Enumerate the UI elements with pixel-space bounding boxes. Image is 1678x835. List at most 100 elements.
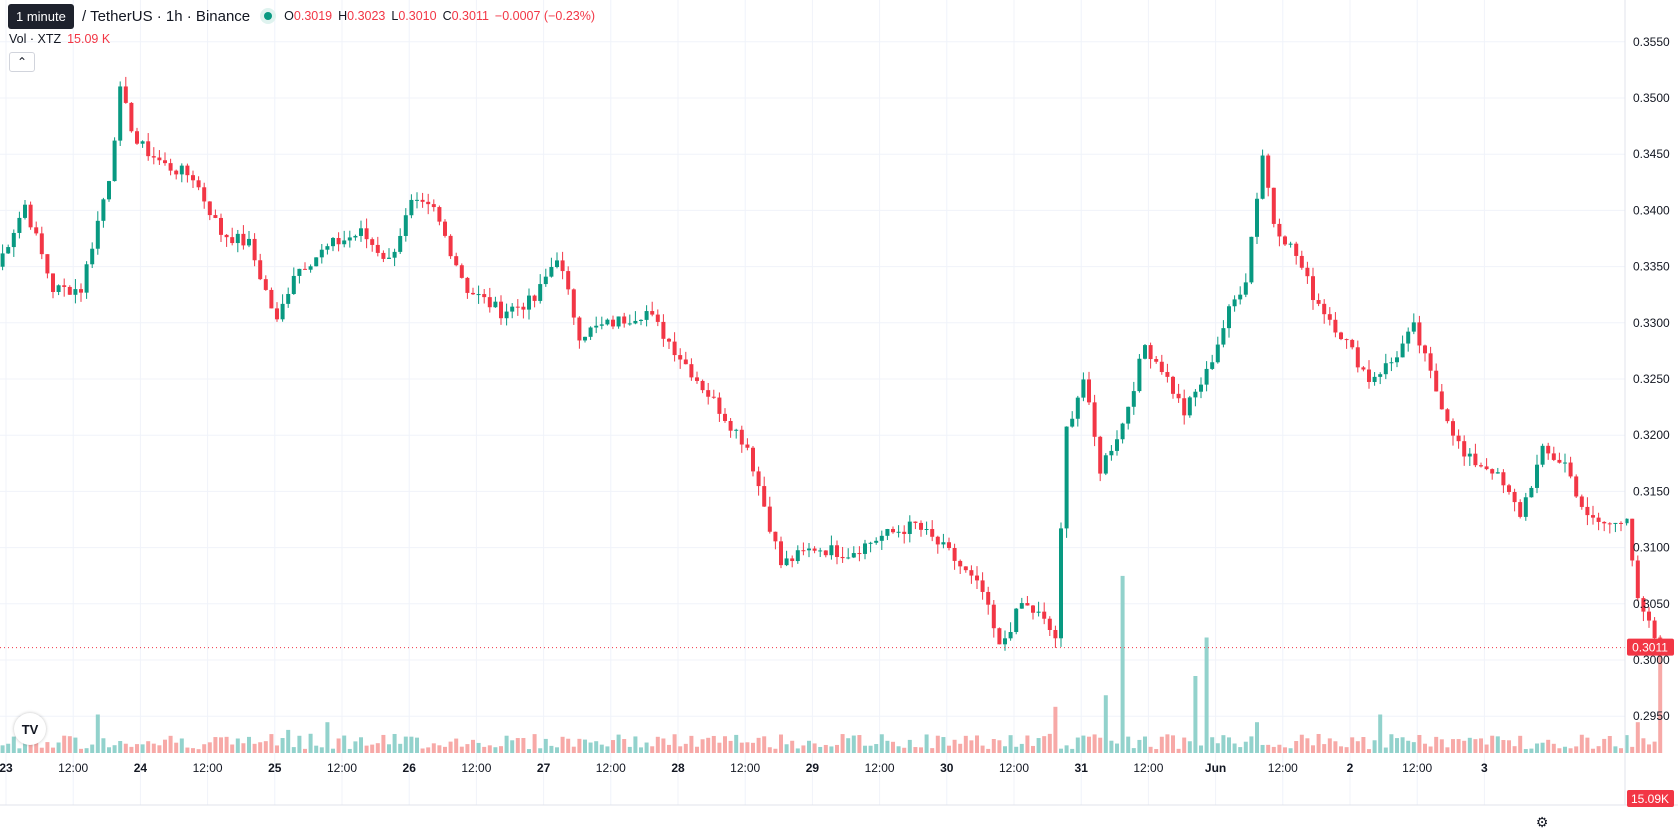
price-axis[interactable]: 0.2950 0.3000 0.3050 0.3100 0.3150 0.3200 0.32… <box>1633 35 1670 723</box>
volume-bar <box>1579 734 1584 753</box>
candle-body <box>975 575 979 581</box>
tradingview-logo[interactable]: TV <box>14 713 46 745</box>
volume-bar <box>241 743 246 753</box>
volume-bar <box>1395 738 1399 753</box>
time-tick-label: 3 <box>1481 761 1488 775</box>
volume-bar <box>213 737 218 753</box>
candle-body <box>1479 465 1483 467</box>
market-status-icon[interactable] <box>260 8 277 24</box>
volume-bar <box>364 745 369 753</box>
candle-body <box>1591 515 1595 518</box>
time-axis[interactable]: 23 12:00 24 12:00 25 12:00 26 12:00 27 12:00 28 12:… <box>0 761 1488 775</box>
candle-body <box>1193 391 1198 398</box>
volume-bar <box>510 740 515 753</box>
candle-body <box>896 531 901 533</box>
volume-bar <box>1635 722 1640 753</box>
volume-bar <box>398 743 403 753</box>
volume-bar <box>1439 739 1444 753</box>
candle-body <box>493 301 498 308</box>
volume-bar <box>17 748 22 753</box>
volume-bar <box>1148 746 1153 753</box>
volume-bar <box>991 739 996 753</box>
gear-icon[interactable]: ⚙ <box>1535 814 1549 830</box>
candle-body <box>1221 328 1226 345</box>
candle-body <box>835 545 839 557</box>
volume-bar <box>207 742 212 753</box>
candle-body <box>935 536 940 545</box>
volume-bar <box>1288 748 1293 753</box>
interval-tooltip: 1 minute <box>8 4 74 29</box>
candle-body <box>6 247 11 254</box>
candle-body <box>1294 243 1299 256</box>
candle-body <box>969 570 974 576</box>
candle-body <box>157 157 162 161</box>
volume-bar <box>1075 737 1080 753</box>
candle-body <box>1092 402 1097 437</box>
volume-bar <box>1512 746 1517 753</box>
symbol-title[interactable]: / TetherUS · 1h · Binance <box>82 7 251 25</box>
volume-bar <box>515 738 520 753</box>
volume-bar <box>487 745 492 753</box>
volume-bar <box>1490 735 1495 753</box>
volume-bar <box>146 741 151 753</box>
volume-bar <box>1098 737 1103 753</box>
candle-body <box>907 521 912 534</box>
volume-bar <box>1227 737 1231 753</box>
candle-body <box>639 319 643 321</box>
volume-bar <box>1210 737 1215 753</box>
volume-bar <box>353 741 358 753</box>
last-price-badge: 0.3011 <box>1627 638 1674 656</box>
candle-body <box>1103 455 1108 474</box>
candle-body <box>829 545 834 556</box>
price-change: −0.0007 (−0.23%) <box>494 9 595 23</box>
candle-body <box>1529 487 1534 498</box>
candle-body <box>1518 502 1523 517</box>
volume-bar <box>767 747 772 753</box>
volume-bar <box>706 737 711 753</box>
candle-body <box>375 244 380 253</box>
candle-body <box>269 289 274 309</box>
candle-body <box>790 558 795 562</box>
candle-body <box>499 301 503 319</box>
volume-bar <box>1568 748 1573 753</box>
volume-bar <box>1445 747 1450 753</box>
candle-body <box>191 175 195 181</box>
candle-body <box>762 486 767 507</box>
volume-bar <box>1215 743 1220 753</box>
candle-body <box>1596 517 1601 522</box>
volume-bar <box>1059 748 1063 753</box>
volume-bar <box>1109 740 1114 753</box>
price-tick-label: 0.3400 <box>1633 203 1670 217</box>
candle-body <box>1204 368 1209 385</box>
candle-body <box>1495 472 1500 474</box>
volume-bar <box>392 733 397 753</box>
volume-bar <box>857 735 862 753</box>
candle-body <box>263 279 268 290</box>
candle-body <box>1624 518 1629 524</box>
candle-body <box>599 324 604 326</box>
candle-body <box>364 228 369 240</box>
volume-bar <box>1070 748 1075 753</box>
volume-bar <box>1479 738 1483 753</box>
candle-body <box>1131 391 1136 407</box>
candle-body <box>1574 476 1579 497</box>
volume-bar <box>868 745 873 753</box>
time-tick-label: 12:00 <box>865 761 895 775</box>
candle-body <box>874 540 879 543</box>
candle-body <box>39 233 44 255</box>
candle-body <box>1467 453 1472 457</box>
volume-bar <box>112 745 117 753</box>
volume-bar <box>504 735 509 753</box>
volume-legend[interactable]: Vol · XTZ 15.09 K <box>9 32 110 46</box>
volume-bar <box>1535 743 1539 753</box>
volume-bar <box>230 744 235 753</box>
volume-bar <box>874 744 879 753</box>
volume-bar <box>1327 738 1332 753</box>
candle-body <box>454 256 459 266</box>
candle-body <box>1428 353 1433 371</box>
candle-body <box>90 248 95 265</box>
volume-bar <box>1271 746 1276 753</box>
collapse-legend-button[interactable]: ⌃ <box>9 52 35 72</box>
volume-bar <box>1025 735 1030 753</box>
